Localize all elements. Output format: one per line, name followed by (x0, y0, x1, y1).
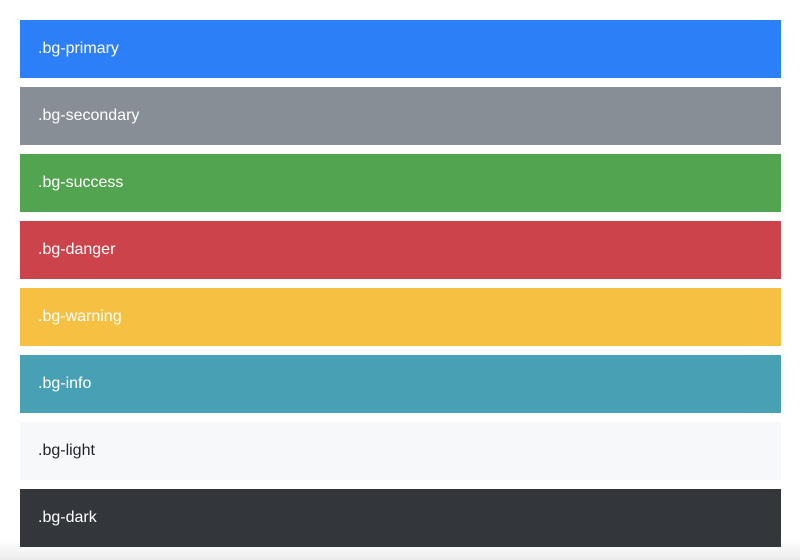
bar-label: .bg-light (38, 442, 95, 459)
bg-success-bar: .bg-success (20, 154, 781, 212)
bg-secondary-bar: .bg-secondary (20, 87, 781, 145)
bar-label: .bg-danger (38, 241, 116, 258)
bar-label: .bg-dark (38, 509, 97, 526)
bg-warning-bar: .bg-warning (20, 288, 781, 346)
bar-label: .bg-warning (38, 308, 122, 325)
bg-danger-bar: .bg-danger (20, 221, 781, 279)
color-bar-list: .bg-primary .bg-secondary .bg-success .b… (20, 20, 781, 556)
bar-label: .bg-primary (38, 40, 119, 57)
bar-label: .bg-secondary (38, 107, 140, 124)
bg-info-bar: .bg-info (20, 355, 781, 413)
bg-primary-bar: .bg-primary (20, 20, 781, 78)
bar-label: .bg-info (38, 375, 92, 392)
bg-light-bar: .bg-light (20, 422, 781, 480)
bar-label: .bg-success (38, 174, 124, 191)
bg-dark-bar: .bg-dark (20, 489, 781, 547)
